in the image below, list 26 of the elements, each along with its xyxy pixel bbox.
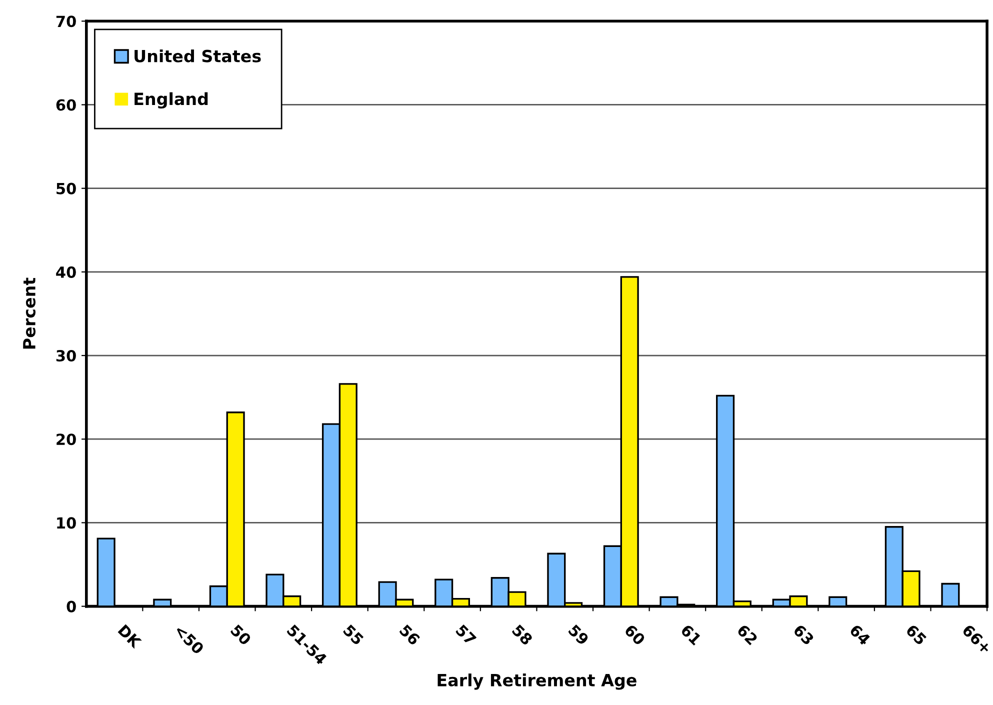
x-tick-label: 58: [512, 624, 534, 646]
x-tick-label: 60: [624, 624, 646, 646]
x-tick-label: <50: [174, 624, 205, 655]
y-tick-label: 40: [56, 266, 76, 278]
x-tick-label: 65: [905, 624, 928, 646]
y-tick-label: 10: [57, 517, 76, 529]
x-tick-label: 61: [680, 624, 702, 646]
x-tick-label: 63: [792, 624, 814, 646]
x-tick-label: 50: [230, 624, 252, 646]
y-tick-label: 60: [56, 99, 76, 111]
x-tick-label: DK: [118, 624, 142, 649]
x-tick-label: 56: [398, 624, 421, 646]
x-axis-title: Early Retirement Age: [438, 674, 636, 690]
y-tick-label: 50: [56, 182, 76, 194]
x-tick-label: 57: [455, 624, 477, 646]
y-axis-title: Percent: [23, 278, 36, 349]
y-tick-label: 0: [66, 600, 76, 612]
x-tick-label: 62: [736, 624, 758, 646]
x-tick-label: 55: [342, 624, 364, 646]
y-tick-label: 70: [56, 16, 76, 28]
y-tick-label: 30: [56, 350, 76, 362]
x-tick-label: 59: [568, 624, 590, 646]
legend-label: England: [134, 92, 208, 109]
y-tick-label: 20: [56, 434, 76, 446]
x-tick-label: 64: [849, 624, 872, 646]
legend-label: United States: [134, 49, 261, 62]
